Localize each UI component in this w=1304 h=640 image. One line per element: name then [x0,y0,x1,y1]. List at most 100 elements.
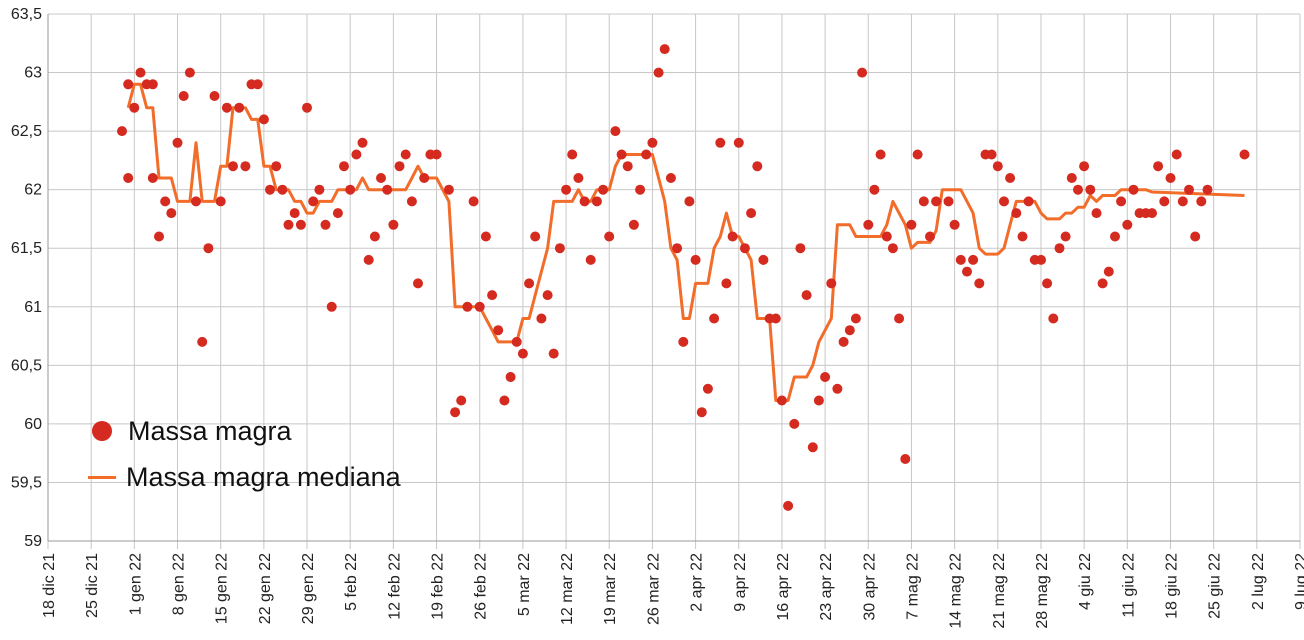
data-point [610,126,621,137]
data-point [795,243,806,254]
data-point [789,418,800,429]
data-point [147,173,158,183]
data-point [709,313,720,324]
data-point [1110,231,1120,242]
data-point [801,290,812,301]
data-point [641,149,652,160]
x-tick-label: 25 giu 22 [1207,553,1224,619]
data-point [1153,161,1164,172]
data-point [665,173,676,183]
data-point [345,184,356,195]
legend-item-line: Massa magra mediana [88,454,401,500]
x-tick-label: 25 dic 21 [84,553,101,618]
legend-label-line: Massa magra mediana [126,461,401,492]
x-tick-label: 2 lug 22 [1250,553,1267,610]
x-tick-label: 23 apr 22 [818,553,835,621]
data-point [869,184,880,195]
data-point [332,208,343,219]
data-point [530,231,541,242]
data-point [715,137,726,148]
data-point [443,184,454,195]
data-point [215,196,226,207]
data-point [1005,173,1016,183]
data-point [838,336,849,347]
x-tick-label: 19 mar 22 [602,553,619,625]
x-tick-label: 19 feb 22 [430,553,447,620]
data-point [912,149,923,160]
x-tick-label: 15 gen 22 [214,553,231,624]
median-line [126,82,1245,402]
data-point [721,278,732,289]
data-point [739,243,750,254]
data-point [314,184,325,195]
data-point [283,219,294,230]
data-point [1060,231,1071,242]
data-point [548,348,559,359]
scatter-series [117,44,1250,511]
data-point [850,313,861,324]
legend: Massa magra Massa magra mediana [88,408,401,500]
data-point [875,149,886,160]
data-point [863,219,874,230]
data-point [653,67,664,78]
data-point [191,196,201,207]
data-point [561,184,572,195]
data-point [524,278,535,289]
data-point [474,301,485,312]
data-point [1073,184,1083,195]
data-point [339,161,349,172]
y-tick-label: 63,5 [11,6,42,23]
data-point [604,231,615,242]
x-tick-label: 28 mag 22 [1034,553,1051,629]
data-point [881,231,892,242]
data-point [178,91,189,101]
data-point [647,137,658,148]
data-point [468,196,479,207]
data-point [986,149,997,160]
data-point [826,278,837,289]
data-point [690,254,701,265]
data-point [289,208,300,219]
data-point [295,219,306,230]
y-tick-label: 59 [24,533,42,550]
data-point [135,67,146,78]
data-point [456,395,467,406]
x-tick-label: 26 mar 22 [645,553,662,625]
data-point [184,67,195,78]
data-point [376,173,386,183]
data-point [221,102,232,113]
data-point [406,196,417,207]
data-point [1066,173,1077,183]
data-point [1190,231,1201,242]
data-point [1091,208,1102,219]
x-tick-label: 2 apr 22 [689,553,706,612]
data-point [1011,208,1022,219]
y-tick-label: 61 [24,299,42,316]
y-axis-ticks: 63,5 63 62,5 62 61,5 61 60,5 60 59,5 59 [11,6,42,550]
median-line-series [126,82,1245,402]
data-point [154,231,164,242]
x-tick-label: 11 giu 22 [1120,553,1137,618]
data-point [783,500,794,511]
data-point [591,196,602,207]
data-point [900,454,911,464]
data-point [807,442,818,453]
data-point [567,149,578,160]
data-point [955,254,966,265]
data-point [369,231,380,242]
data-point [832,383,843,394]
data-point [727,231,738,242]
data-point [117,126,127,137]
data-point [1103,266,1114,277]
data-point [302,102,312,113]
data-point [925,231,935,242]
data-point [696,407,707,418]
x-tick-label: 12 mar 22 [559,553,576,625]
data-point [1048,313,1059,324]
legend-label-scatter: Massa magra [128,415,292,446]
data-point [499,395,510,406]
x-tick-label: 8 gen 22 [171,553,188,615]
legend-item-scatter: Massa magra [88,408,401,454]
data-point [511,336,522,347]
data-point [487,290,498,301]
